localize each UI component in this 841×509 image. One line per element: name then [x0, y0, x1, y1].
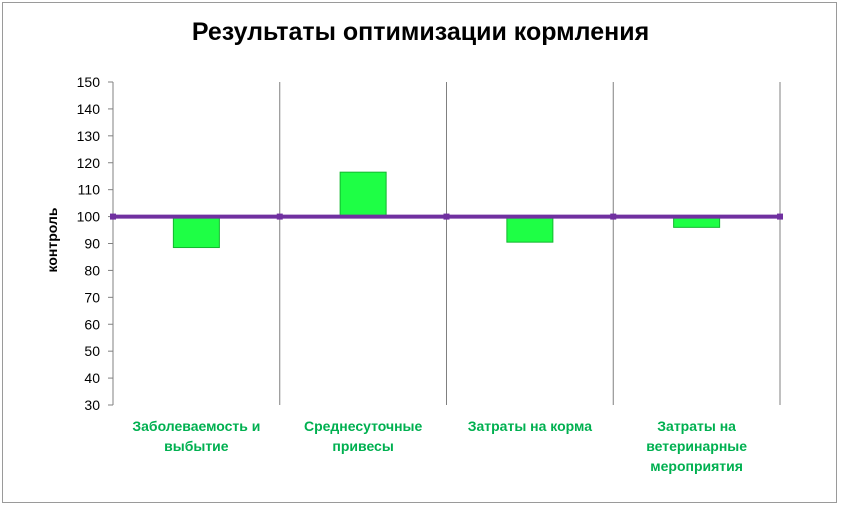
x-category-label: Затраты на корма: [455, 416, 605, 436]
x-category-label-line: ветеринарные: [646, 438, 748, 454]
bar: [506, 216, 554, 243]
y-tick-label: 100: [77, 209, 101, 225]
y-tick-label: 60: [84, 316, 100, 332]
y-tick-label: 30: [84, 397, 100, 413]
x-category-label-line: Затраты на корма: [467, 418, 593, 434]
x-category-label-line: привесы: [332, 438, 394, 454]
x-category-label: Среднесуточные привесы: [288, 416, 438, 456]
y-tick-label: 40: [84, 370, 100, 386]
x-category-label-line: Заболеваемость и: [132, 418, 261, 434]
baseline-marker: [276, 213, 283, 220]
x-category-label-line: мероприятия: [650, 458, 743, 474]
y-tick-label: 140: [77, 101, 101, 117]
x-category-label: Заболеваемость и выбытие: [121, 416, 271, 456]
y-tick-label: 110: [78, 182, 101, 198]
chart-title: Результаты оптимизации кормления: [191, 18, 650, 46]
x-category-label-line: выбытие: [164, 438, 229, 454]
chart-frame: [2, 2, 837, 503]
baseline-marker: [110, 213, 116, 220]
y-tick-label: 70: [84, 289, 100, 305]
y-tick-label: 80: [84, 262, 100, 278]
y-tick-label: 120: [77, 155, 101, 171]
x-category-label: Затраты на ветеринарные мероприятия: [622, 416, 772, 476]
x-category-label-line: Среднесуточные: [303, 418, 423, 434]
baseline-marker: [610, 213, 617, 220]
baseline-marker: [443, 213, 450, 220]
y-tick-label: 90: [84, 236, 100, 252]
bar: [172, 216, 220, 249]
x-category-label-line: Затраты на: [657, 418, 736, 434]
bar: [339, 171, 387, 218]
y-tick-label: 130: [77, 128, 101, 144]
y-tick-label: 50: [84, 343, 100, 359]
baseline-marker: [777, 213, 783, 220]
y-tick-label: 150: [77, 74, 101, 90]
